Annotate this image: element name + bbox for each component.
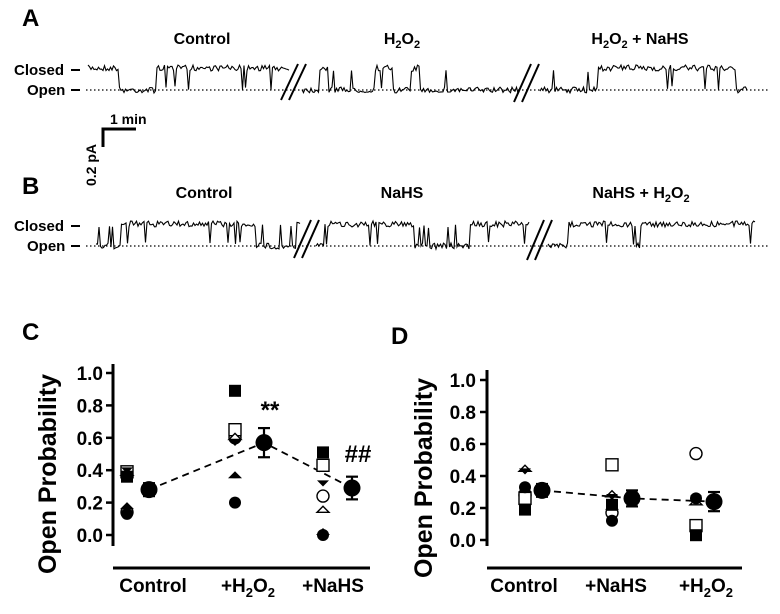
panel-c-mean-point: [343, 479, 361, 497]
panel-a-condition-h2o2-nahs: H2O2 + NaHS: [591, 31, 689, 51]
panel-d-y-tick-label: 0.6: [450, 435, 476, 456]
panel-b-open-label: Open: [27, 238, 65, 255]
panel-c: C Open Probability 0.0 0.2 0.4 0.6 0.8 1.0 Co…: [22, 319, 371, 600]
panel-d-point-diamond-filled: [605, 502, 619, 510]
panel-b-letter: B: [22, 173, 39, 200]
panel-c-y-tick-label: 0.6: [77, 429, 103, 450]
panel-d-point-triangle-down-filled: [606, 494, 618, 501]
panel-d-point-circle-filled: [519, 481, 531, 494]
panel-a-open-label: Open: [27, 82, 65, 99]
panel-c-point-square-filled: [121, 470, 133, 483]
panel-d-y-tick-label: 1.0: [450, 371, 476, 392]
panel-c-y-tick-label: 1.0: [77, 364, 103, 385]
panel-b-condition-nahs: NaHS: [381, 185, 424, 202]
panel-c-point-circle-open: [316, 489, 330, 503]
panel-d-point-triangle-down-filled: [519, 468, 531, 475]
panel-d-mean-point: [623, 489, 641, 507]
panel-a: A Control H2O2 H2O2 + NaHS Closed Open 1…: [14, 5, 768, 186]
panel-a-break-2: [513, 63, 540, 103]
panel-d-plot-area: [517, 446, 723, 542]
panel-c-point-diamond-filled: [120, 502, 134, 510]
panel-c-letter: C: [22, 319, 39, 346]
panel-c-point-circle-filled: [121, 507, 133, 520]
panel-d-point-circle-open: [689, 446, 703, 461]
panel-c-point-triangle-down-filled: [229, 439, 241, 446]
panel-a-condition-control: Control: [174, 31, 231, 48]
panel-c-significance-h2o2: **: [261, 397, 280, 424]
panel-a-break-1: [280, 63, 307, 101]
panel-c-mean-point: [255, 434, 273, 452]
panel-b-break-1: [293, 219, 320, 259]
panel-c-y-tick-label: 0.0: [77, 526, 103, 547]
panel-a-letter: A: [22, 5, 39, 32]
panel-d-y-tick-label: 0.8: [450, 403, 476, 424]
panel-d-y-tick-label: 0.2: [450, 499, 476, 520]
panel-d-category-control: Control: [490, 576, 558, 597]
panel-d: D Open Probability 0.0 0.2 0.4 0.6 0.8 1.0 Co…: [391, 323, 742, 600]
panel-c-significance-nahs: ##: [345, 441, 372, 468]
panel-c-point-triangle-down-filled: [317, 480, 329, 487]
panel-c-point-triangle-open: [315, 505, 331, 514]
panel-c-y-tick-label: 0.2: [77, 494, 103, 515]
scale-bar: 1 min 0.2 pA: [83, 111, 147, 186]
panel-d-y-tick-label: 0.0: [450, 531, 476, 552]
panel-c-point-triangle-down-filled: [121, 467, 133, 474]
panel-d-letter: D: [391, 323, 408, 350]
panel-c-point-circle-filled: [317, 529, 329, 541]
panel-c-point-square-filled: [317, 446, 329, 459]
panel-b-channel-trace: [95, 219, 756, 252]
panel-c-category-nahs: +NaHS: [302, 576, 364, 597]
panel-d-point-square-open: [518, 491, 532, 506]
panel-d-y-tick-label: 0.4: [450, 467, 477, 488]
panel-d-mean-point: [705, 493, 723, 511]
scale-bar-current-label: 0.2 pA: [83, 144, 99, 186]
panel-a-condition-h2o2: H2O2: [384, 31, 420, 51]
panel-c-point-square-open: [316, 458, 330, 472]
panel-d-point-square-filled: [519, 503, 531, 516]
panel-c-category-h2o2: +H2O2: [221, 576, 275, 600]
panel-d-y-ticks: 0.0 0.2 0.4 0.6 0.8 1.0: [450, 371, 487, 552]
panel-b-condition-control: Control: [176, 185, 233, 202]
panel-b-condition-nahs-h2o2: NaHS + H2O2: [592, 185, 689, 205]
panel-a-channel-trace: [87, 63, 748, 95]
panel-d-y-axis-title: Open Probability: [410, 378, 438, 578]
panel-c-y-axis-title: Open Probability: [34, 374, 62, 574]
panel-c-y-tick-label: 0.8: [77, 396, 103, 417]
panel-c-point-square-filled: [229, 384, 241, 397]
panel-c-y-ticks: 0.0 0.2 0.4 0.6 0.8 1.0: [77, 364, 113, 547]
panel-c-category-control: Control: [119, 576, 187, 597]
panel-d-point-circle-filled: [606, 514, 618, 527]
panel-c-plot-area: [119, 384, 361, 541]
panel-c-point-diamond-filled: [228, 471, 242, 479]
panel-b-closed-label: Closed: [14, 218, 64, 235]
panel-d-point-circle-filled: [690, 492, 702, 505]
panel-c-point-triangle-open: [227, 432, 243, 441]
panel-c-y-tick-label: 0.4: [77, 461, 104, 482]
panel-d-point-square-open: [605, 458, 619, 472]
panel-d-category-nahs: +NaHS: [585, 576, 647, 597]
scale-bar-time-label: 1 min: [110, 111, 147, 127]
panel-b-break-2: [526, 219, 553, 261]
panel-c-point-circle-filled: [229, 496, 241, 509]
panel-b: B Control NaHS NaHS + H2O2 Closed Open: [14, 173, 768, 261]
panel-c-mean-point: [140, 481, 158, 499]
panel-d-point-square-filled: [690, 529, 702, 542]
panel-a-closed-label: Closed: [14, 62, 64, 79]
panel-d-mean-point: [533, 481, 551, 499]
panel-d-category-h2o2: +H2O2: [679, 576, 733, 600]
